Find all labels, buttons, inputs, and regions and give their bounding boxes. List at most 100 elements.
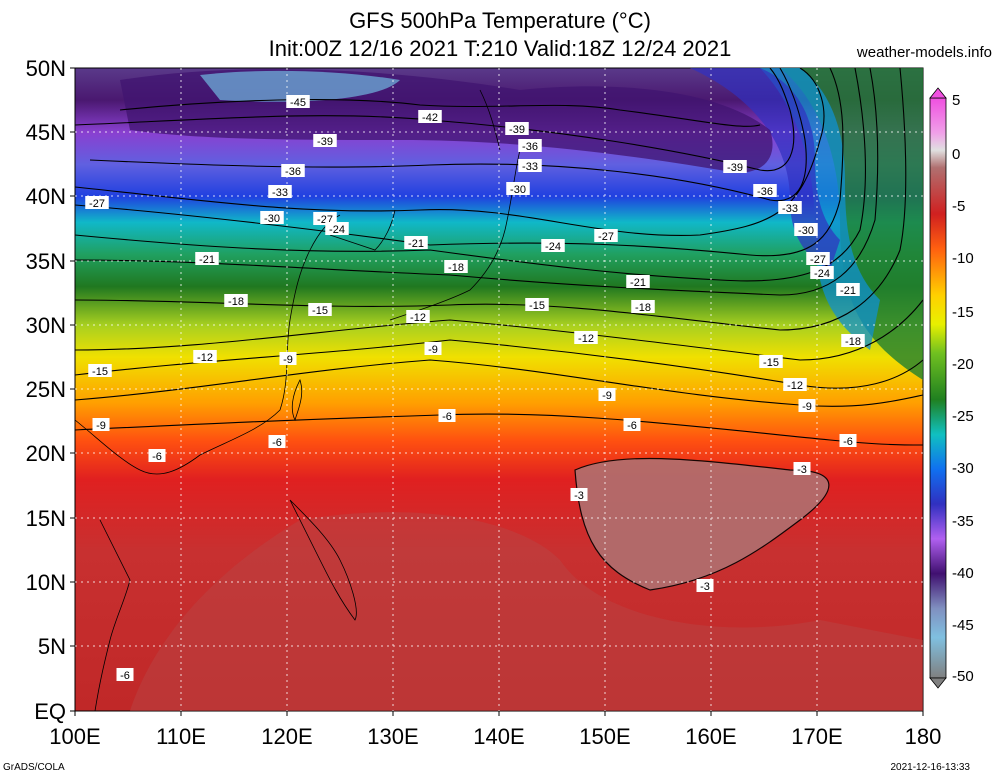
contour-label: -12 [197, 352, 213, 364]
lon-label: 160E [685, 724, 737, 749]
colorbar-label: -50 [952, 668, 974, 685]
contour-label: -15 [763, 357, 779, 369]
lon-label: 180 [904, 724, 942, 749]
map-subtitle: Init:00Z 12/16 2021 T:210 Valid:18Z 12/2… [268, 36, 732, 61]
colorbar-label: 5 [952, 92, 961, 109]
contour-label: -39 [727, 162, 743, 174]
contour-label: -30 [510, 184, 526, 196]
contour-label-bg [631, 300, 655, 313]
contour-label: -6 [843, 436, 853, 448]
lon-label: 170E [791, 724, 843, 749]
colorbar-bottom-arrow-icon [929, 677, 947, 689]
contour-label-bg [598, 388, 616, 401]
colorbar [929, 87, 947, 689]
contour-label: -45 [290, 97, 306, 109]
contour-label: -9 [802, 401, 812, 413]
colorbar-label: -10 [952, 250, 974, 267]
contour-label-bg [723, 160, 747, 173]
contour-label: -39 [509, 124, 525, 136]
lat-label: EQ [34, 699, 66, 724]
contour-label: -6 [120, 670, 130, 682]
contour-label-bg [505, 122, 529, 135]
contour-label: -21 [840, 285, 856, 297]
contour-label-bg [406, 310, 430, 323]
contour-label-bg [195, 252, 219, 265]
contour-label-bg [281, 164, 305, 177]
contour-label: -27 [810, 254, 826, 266]
contour-label-bg [268, 185, 292, 198]
lat-label: 15N [25, 506, 66, 531]
contour-label-bg [696, 579, 714, 592]
contour-label: -27 [89, 198, 105, 210]
contour-label-bg [438, 409, 456, 422]
contour-label-bg [325, 222, 349, 235]
colorbar-label: -45 [952, 617, 974, 634]
contour-label-bg [783, 378, 807, 391]
contour-label: -18 [845, 336, 861, 348]
contour-label: -15 [92, 366, 108, 378]
contour-label: -12 [410, 312, 426, 324]
contour-label: -12 [578, 333, 594, 345]
contour-label: -21 [199, 254, 215, 266]
contour-label: -3 [797, 464, 807, 476]
contour-label: -9 [96, 420, 106, 432]
contour-label: -3 [700, 581, 710, 593]
contour-label-bg [836, 283, 860, 296]
contour-label: -21 [408, 238, 424, 250]
contour-label: -33 [782, 203, 798, 215]
lat-label: 40N [25, 184, 66, 209]
contour-label: -33 [522, 161, 538, 173]
contour-label: -27 [598, 231, 614, 243]
contour-label: -9 [283, 354, 293, 366]
footer-credit: GrADS/COLA [3, 762, 65, 773]
contour-label: -6 [272, 437, 282, 449]
contour-label-bg [116, 668, 134, 681]
contour-label: -36 [757, 186, 773, 198]
contour-label: -24 [814, 268, 830, 280]
contour-label-bg [806, 252, 830, 265]
contour-label: -18 [448, 262, 464, 274]
contour-label: -3 [574, 490, 584, 502]
contour-label-bg [518, 159, 542, 172]
lat-label: 25N [25, 377, 66, 402]
contour-label-bg [753, 184, 777, 197]
contour-label-bg [92, 418, 110, 431]
lon-label: 120E [261, 724, 313, 749]
lat-label: 50N [25, 56, 66, 81]
contour-label: -18 [635, 302, 651, 314]
contour-label-bg [224, 294, 248, 307]
contour-label: -36 [522, 141, 538, 153]
colorbar-label: -5 [952, 198, 966, 215]
colorbar-label: -30 [952, 460, 974, 477]
site-label: weather-models.info [856, 44, 992, 61]
colorbar-top-arrow-icon [929, 87, 947, 99]
colorbar-label: -35 [952, 513, 974, 530]
contour-label: -30 [798, 225, 814, 237]
contour-label-bg [574, 331, 598, 344]
colorbar-label: -25 [952, 408, 974, 425]
lon-label: 150E [579, 724, 631, 749]
contour-label-bg [541, 239, 565, 252]
contour-label-bg [518, 139, 542, 152]
contour-label: -24 [545, 241, 561, 253]
contour-label-bg [506, 182, 530, 195]
contour-label: -9 [602, 390, 612, 402]
contour-label: -12 [787, 380, 803, 392]
colorbar-label: 0 [952, 146, 961, 163]
contour-label-bg [313, 212, 337, 225]
contour-label-bg [570, 488, 588, 501]
contour-label: -21 [630, 277, 646, 289]
lat-label: 5N [37, 634, 66, 659]
contour-label-bg [626, 275, 650, 288]
map-panel [74, 67, 924, 712]
contour-label-bg [88, 364, 112, 377]
contour-label: -33 [272, 187, 288, 199]
lat-label: 45N [25, 120, 66, 145]
lon-label: 130E [367, 724, 419, 749]
contour-label-bg [778, 201, 802, 214]
map-title: GFS 500hPa Temperature (°C) [349, 8, 651, 33]
contour-label-bg [841, 334, 865, 347]
contour-label-bg [404, 236, 428, 249]
tick-marks [70, 67, 924, 716]
